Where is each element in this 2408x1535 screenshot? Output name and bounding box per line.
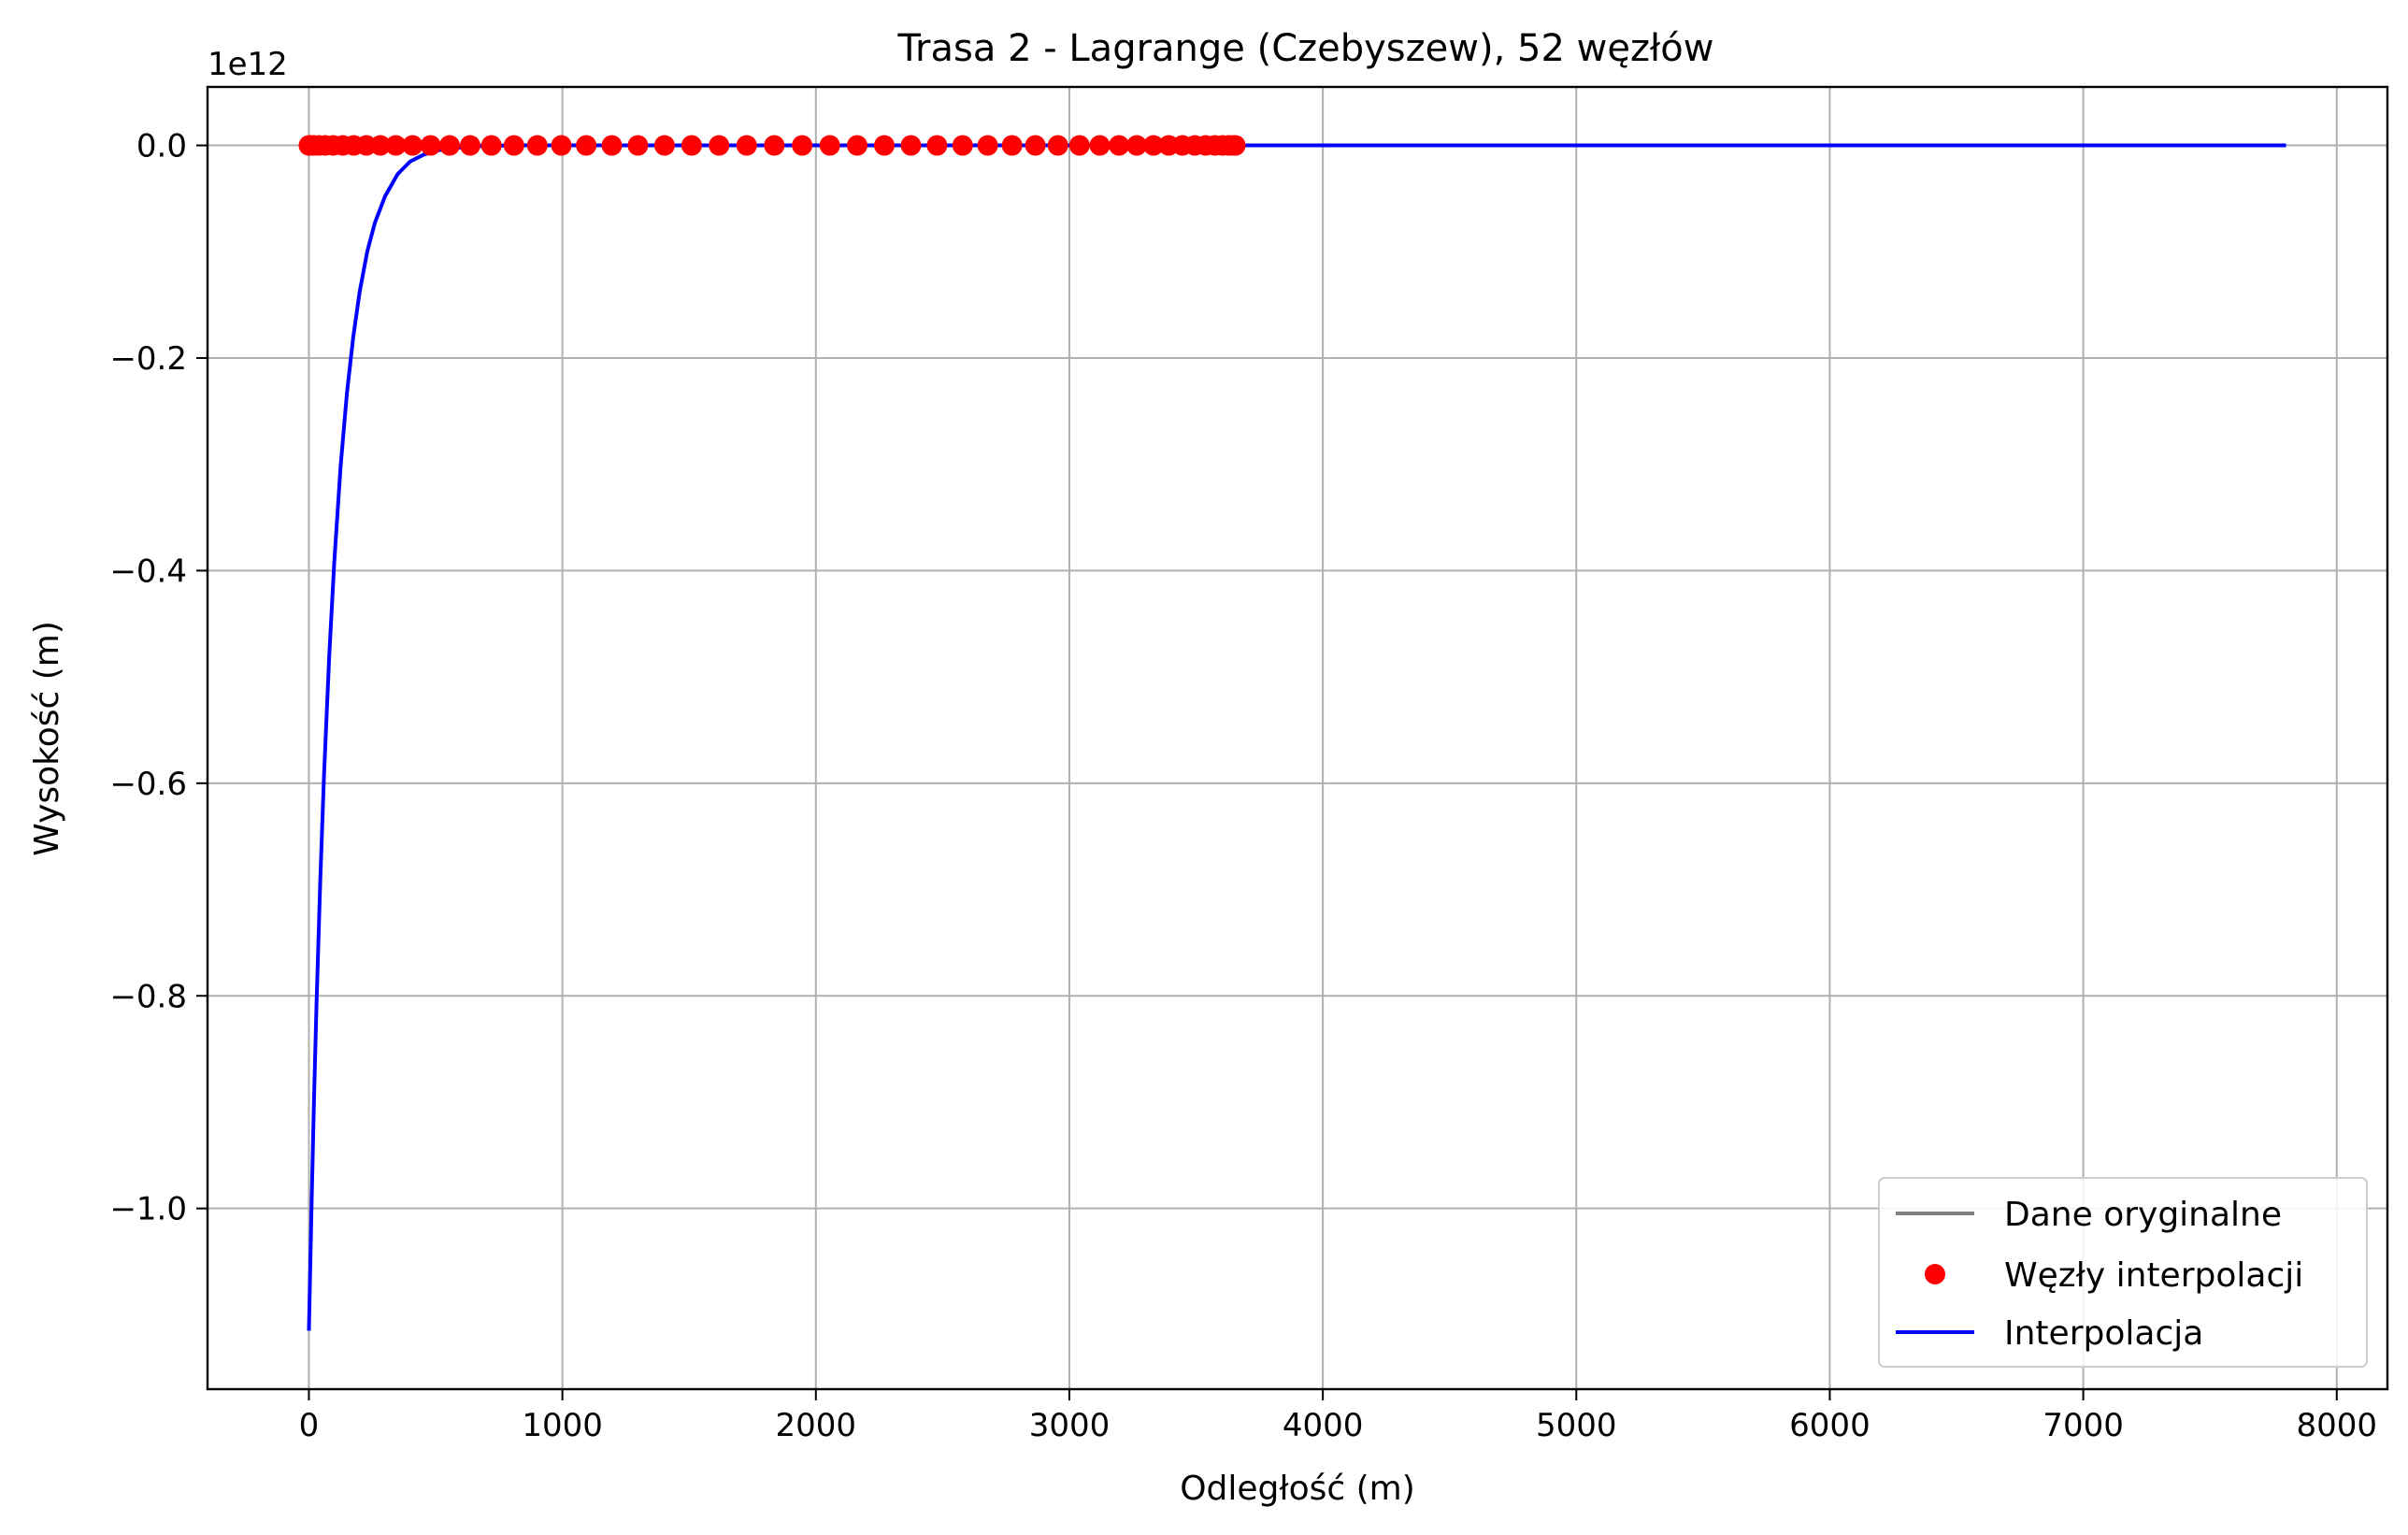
node-point (480, 135, 502, 156)
node-point (1047, 135, 1068, 156)
node-point (819, 135, 840, 156)
node-point (874, 135, 896, 156)
x-tick-label: 7000 (2042, 1407, 2124, 1444)
node-point (551, 135, 572, 156)
node-point (601, 135, 623, 156)
node-point (1126, 135, 1148, 156)
node-point (503, 135, 524, 156)
chart-title: Trasa 2 - Lagrange (Czebyszew), 52 węzłó… (897, 27, 1714, 70)
x-tick-label: 3000 (1029, 1407, 1111, 1444)
y-axis-offset-label: 1e12 (208, 46, 288, 83)
legend-label-interpolacja: Interpolacja (2004, 1314, 2203, 1353)
node-point (1225, 135, 1246, 156)
plot-area-frame (206, 85, 2389, 1391)
node-point (1001, 135, 1023, 156)
node-point (709, 135, 730, 156)
node-point (459, 135, 480, 156)
node-point (1089, 135, 1111, 156)
node-point (926, 135, 948, 156)
legend: Dane oryginalne Węzły interpolacji Inter… (1878, 1177, 2368, 1368)
node-point (681, 135, 702, 156)
node-point (420, 135, 441, 156)
x-tick-label: 4000 (1283, 1407, 1364, 1444)
node-point (1068, 135, 1090, 156)
node-point (369, 135, 391, 156)
node-point (764, 135, 785, 156)
y-tick-label: −0.2 (109, 340, 187, 378)
node-point (653, 135, 675, 156)
legend-frame (1878, 1177, 2368, 1368)
x-axis-label: Odległość (m) (1180, 1470, 1415, 1508)
node-point (402, 135, 423, 156)
node-point (438, 135, 460, 156)
node-point (736, 135, 757, 156)
y-axis-label: Wysokość (m) (28, 621, 66, 856)
y-tick-label: −1.0 (109, 1191, 187, 1228)
x-tick-label: 1000 (522, 1407, 603, 1444)
legend-swatch-wezly-interpolacji (1925, 1264, 1945, 1284)
x-tick-label: 2000 (776, 1407, 857, 1444)
node-point (627, 135, 649, 156)
node-point (1109, 135, 1130, 156)
node-point (576, 135, 597, 156)
x-tick-label: 0 (299, 1407, 320, 1444)
node-point (977, 135, 998, 156)
x-tick-label: 5000 (1536, 1407, 1617, 1444)
y-tick-label: −0.4 (109, 552, 187, 590)
x-tick-label: 8000 (2297, 1407, 2378, 1444)
y-tick-label: 0.0 (136, 128, 187, 165)
node-point (952, 135, 973, 156)
x-tick-label: 6000 (1789, 1407, 1870, 1444)
axis-ticks: 0 1000 2000 3000 4000 5000 6000 7000 8000 0.0 −0.2… (109, 128, 2377, 1444)
node-point (385, 135, 407, 156)
node-point (1025, 135, 1046, 156)
y-tick-label: −0.8 (109, 978, 187, 1015)
legend-label-wezly-interpolacji: Węzły interpolacji (2004, 1256, 2303, 1295)
y-tick-label: −0.6 (109, 766, 187, 803)
node-point (526, 135, 548, 156)
legend-label-dane-oryginalne: Dane oryginalne (2004, 1196, 2282, 1234)
node-point (846, 135, 867, 156)
node-point (1142, 135, 1164, 156)
node-point (900, 135, 922, 156)
plot-series (298, 135, 2286, 1331)
node-point (792, 135, 813, 156)
